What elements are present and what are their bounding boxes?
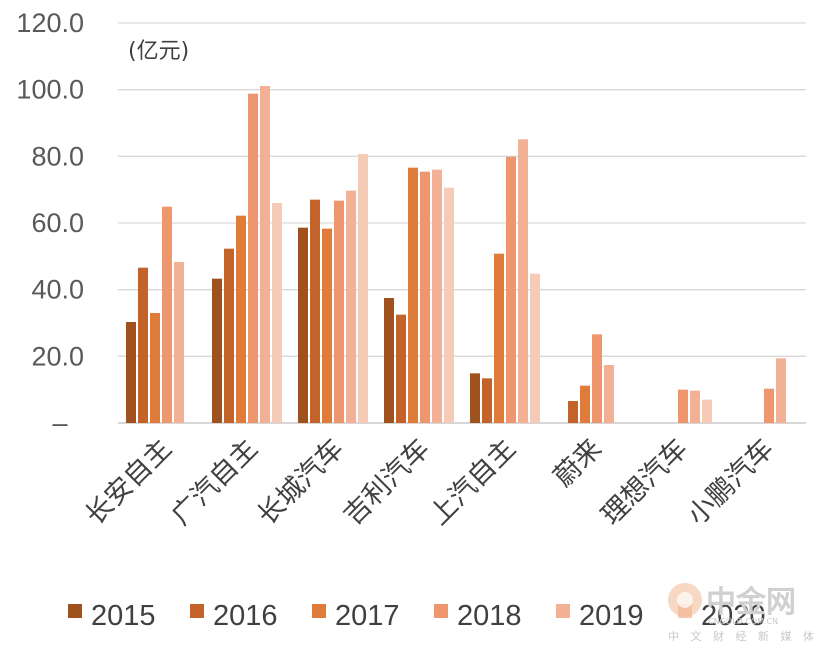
legend-label: 2017	[335, 600, 400, 632]
y-tick-label: 100.0	[16, 75, 84, 105]
legend-swatch	[68, 604, 82, 618]
bar-2019	[432, 169, 442, 423]
y-tick-label: 40.0	[31, 275, 84, 305]
bar-2018	[506, 156, 516, 423]
bar-2018	[420, 171, 430, 423]
x-tick-label: 长安自主	[80, 433, 178, 531]
bars	[126, 86, 786, 424]
bar-2018	[764, 388, 774, 423]
x-tick-label: 长城汽车	[252, 433, 350, 531]
bar-2015	[298, 227, 308, 423]
y-tick-label: –	[52, 408, 67, 438]
bar-2015	[384, 298, 394, 423]
bar-2020	[530, 273, 540, 423]
legend-label: 2018	[457, 600, 522, 632]
bar-2016	[482, 378, 492, 423]
y-tick-label: 80.0	[31, 141, 84, 171]
bar-2018	[592, 334, 602, 423]
bar-2016	[568, 401, 578, 423]
bar-2019	[346, 190, 356, 423]
y-axis: – 20.0 40.0 60.0 80.0 100.0 120.0	[16, 8, 84, 438]
bar-2019	[518, 139, 528, 424]
x-tick-label: 理想汽车	[596, 433, 694, 531]
bar-2016	[224, 248, 234, 423]
bar-2015	[126, 322, 136, 423]
bar-2018	[248, 93, 258, 424]
legend-swatch	[190, 604, 204, 618]
bar-2020	[272, 203, 282, 423]
bar-2020	[444, 187, 454, 423]
watermark-subtext: 中 文 财 经 新 媒 体	[668, 629, 818, 643]
y-tick-label: 20.0	[31, 341, 84, 371]
bar-2017	[236, 215, 246, 423]
bar-2017	[580, 385, 590, 423]
bar-2020	[358, 154, 368, 423]
watermark-url: CNGOLD.COM.CN	[708, 617, 778, 626]
bar-2016	[138, 267, 148, 423]
watermark-logo-inner	[677, 592, 693, 608]
bar-2016	[396, 314, 406, 423]
bar-2018	[678, 389, 688, 423]
legend-label: 2015	[91, 600, 156, 632]
bar-2016	[310, 199, 320, 423]
x-tick-label: 蔚来	[548, 433, 608, 493]
bar-2017	[408, 167, 418, 423]
y-tick-label: 120.0	[16, 8, 84, 38]
bar-2017	[150, 313, 160, 423]
watermark: 中金网 CNGOLD.COM.CN 中 文 财 经 新 媒 体	[668, 583, 818, 643]
bar-2020	[702, 399, 712, 423]
x-tick-label: 吉利汽车	[338, 433, 436, 531]
legend-label: 2016	[213, 600, 278, 632]
bar-2015	[470, 373, 480, 423]
legend-label: 2020	[701, 600, 766, 632]
bar-2019	[604, 365, 614, 423]
x-tick-label: 广汽自主	[166, 433, 264, 531]
bar-2019	[690, 390, 700, 423]
bar-2019	[174, 262, 184, 423]
y-tick-label: 60.0	[31, 208, 84, 238]
bar-2018	[162, 206, 172, 423]
legend-swatch	[556, 604, 570, 618]
legend-label: 2019	[579, 600, 644, 632]
bar-2017	[494, 253, 504, 423]
bar-2018	[334, 200, 344, 423]
legend-swatch	[312, 604, 326, 618]
bar-2019	[776, 358, 786, 423]
x-tick-label: 上汽自主	[424, 433, 522, 531]
bar-2017	[322, 228, 332, 423]
legend-swatch	[434, 604, 448, 618]
watermark-text: 中金网	[706, 585, 796, 620]
x-tick-label: 小鹏汽车	[682, 433, 780, 531]
unit-label: (亿元)	[128, 39, 189, 64]
legend: 2015 2016 2017 2018 2019 2020	[68, 600, 766, 632]
bar-2019	[260, 86, 270, 423]
bar-2015	[212, 278, 222, 423]
